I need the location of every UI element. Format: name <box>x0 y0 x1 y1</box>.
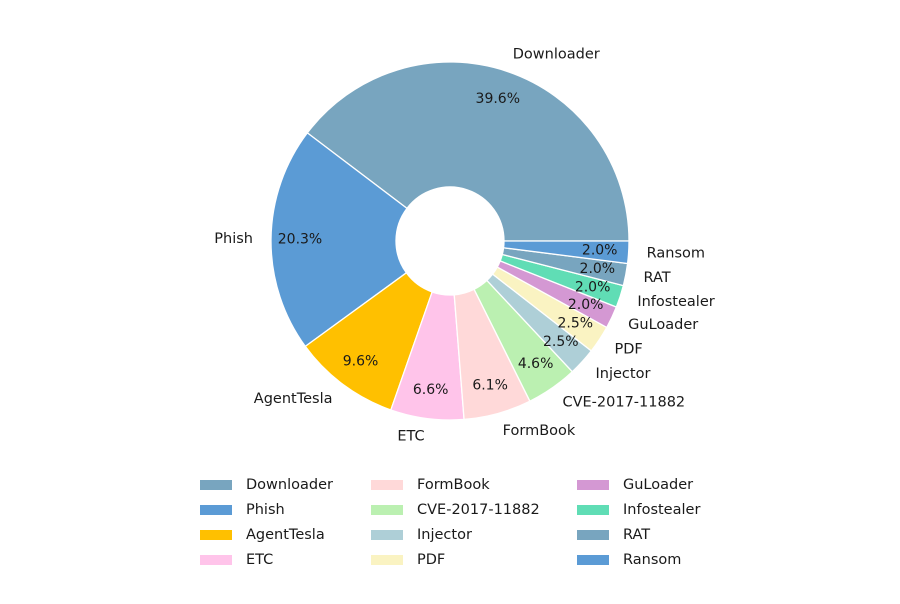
percent-label-downloader: 39.6% <box>476 91 520 107</box>
legend-label-cve-2017-11882: CVE-2017-11882 <box>417 502 540 518</box>
percent-label-rat: 2.0% <box>580 261 616 277</box>
percent-label-injector: 2.5% <box>543 334 579 350</box>
category-label-phish: Phish <box>214 231 253 247</box>
legend-label-etc: ETC <box>246 552 273 568</box>
category-label-agenttesla: AgentTesla <box>254 391 333 407</box>
category-label-injector: Injector <box>596 366 651 382</box>
percent-label-etc: 6.6% <box>413 382 449 398</box>
percent-label-formbook: 6.1% <box>472 378 508 394</box>
legend-swatch-infostealer <box>577 505 609 515</box>
legend-swatch-formbook <box>371 480 403 490</box>
percent-label-phish: 20.3% <box>278 232 322 248</box>
slice-phish <box>270 131 408 348</box>
legend-label-agenttesla: AgentTesla <box>246 527 325 543</box>
legend-swatch-pdf <box>371 555 403 565</box>
legend-label-ransom: Ransom <box>623 552 681 568</box>
legend-swatch-downloader <box>200 480 232 490</box>
category-label-etc: ETC <box>397 428 424 444</box>
category-label-rat: RAT <box>643 270 670 286</box>
legend-swatch-phish <box>200 505 232 515</box>
legend-label-pdf: PDF <box>417 552 445 568</box>
slices-group <box>270 61 630 421</box>
percent-labels-group: 39.6% 20.3% 9.6% 6.6% 6.1% 4.6% 2.5% 2.5% 2.0% 2.… <box>278 91 618 398</box>
legend-swatch-agenttesla <box>200 530 232 540</box>
legend-swatch-ransom <box>577 555 609 565</box>
legend-label-guloader: GuLoader <box>623 477 693 493</box>
category-label-cve-2017-11882: CVE-2017-11882 <box>562 395 685 411</box>
slice-downloader <box>306 61 630 242</box>
percent-label-cve-2017-11882: 4.6% <box>518 356 554 372</box>
legend-swatch-rat <box>577 530 609 540</box>
category-label-downloader: Downloader <box>513 46 600 62</box>
legend: Downloader Phish AgentTesla ETC FormBook CVE-… <box>200 477 700 568</box>
category-label-ransom: Ransom <box>647 245 705 261</box>
category-label-infostealer: Infostealer <box>637 294 714 310</box>
legend-swatch-etc <box>200 555 232 565</box>
percent-label-infostealer: 2.0% <box>575 279 611 295</box>
category-labels-group: Downloader Phish AgentTesla ETC FormBook CVE-… <box>214 46 714 444</box>
legend-label-infostealer: Infostealer <box>623 502 700 518</box>
percent-label-guloader: 2.0% <box>568 297 604 313</box>
category-label-pdf: PDF <box>615 341 643 357</box>
legend-swatch-guloader <box>577 480 609 490</box>
legend-label-formbook: FormBook <box>417 477 490 493</box>
legend-label-rat: RAT <box>623 527 650 543</box>
legend-label-injector: Injector <box>417 527 472 543</box>
percent-label-agenttesla: 9.6% <box>343 353 379 369</box>
percent-label-ransom: 2.0% <box>582 242 618 258</box>
percent-label-pdf: 2.5% <box>557 315 593 331</box>
category-label-guloader: GuLoader <box>628 317 698 333</box>
slice-ransom <box>502 240 630 265</box>
legend-label-phish: Phish <box>246 502 285 518</box>
legend-swatch-cve-2017-11882 <box>371 505 403 515</box>
legend-swatch-injector <box>371 530 403 540</box>
legend-label-downloader: Downloader <box>246 477 333 493</box>
category-label-formbook: FormBook <box>503 423 576 439</box>
